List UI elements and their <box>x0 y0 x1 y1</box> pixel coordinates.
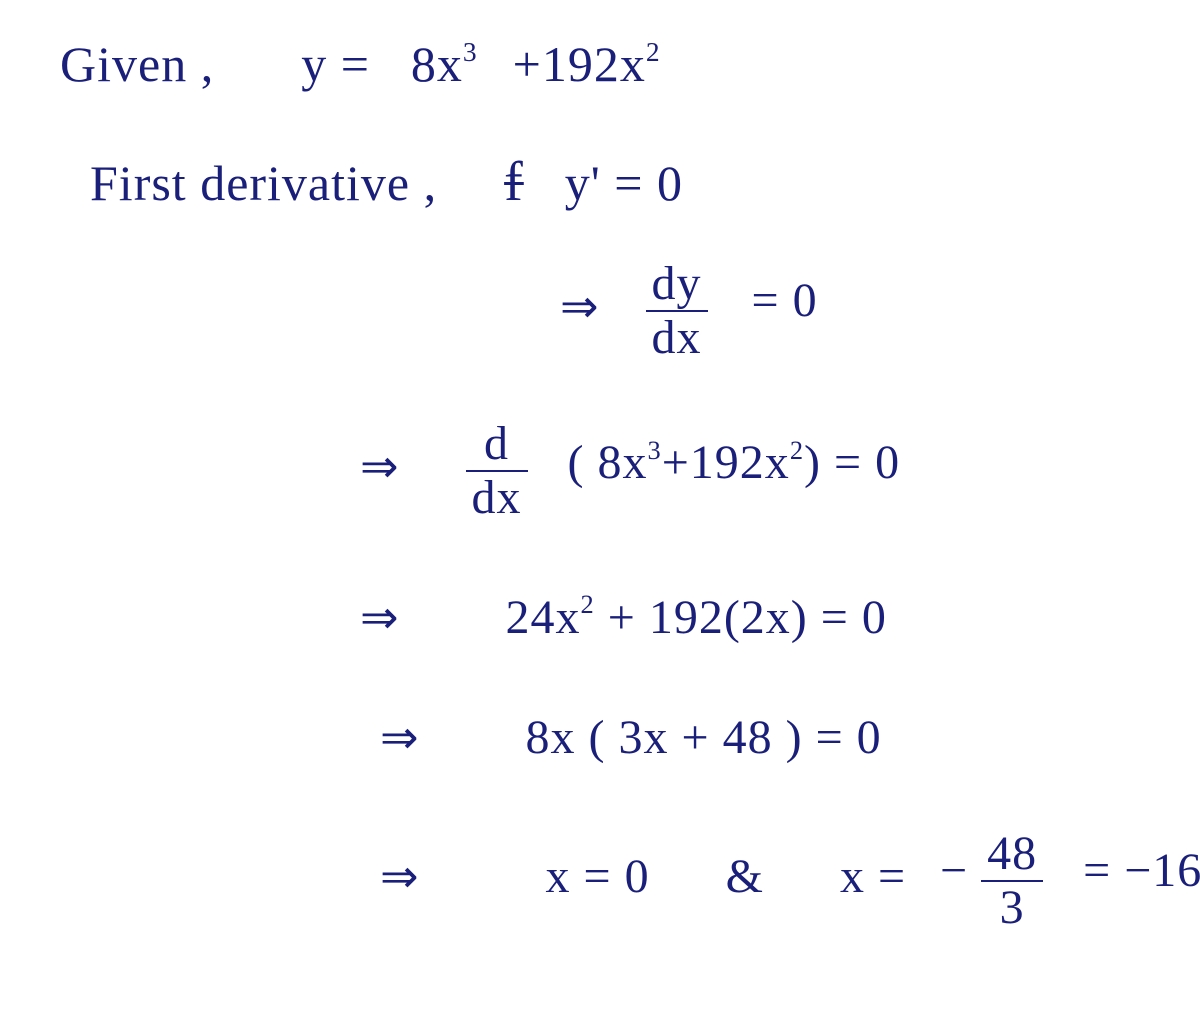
x-eq: x = <box>840 850 906 903</box>
line-dy-dx: ⇒ dy dx = 0 <box>560 260 818 362</box>
mid-192x: +192x <box>662 436 790 489</box>
frac-d-dx: d dx <box>466 420 528 522</box>
words-first-derivative: First derivative , <box>90 155 437 211</box>
line-given: Given , y = 8x3 +192x2 <box>60 35 661 93</box>
arrow: ⇒ <box>360 592 400 643</box>
line-24x2: ⇒ 24x2 + 192(2x) = 0 <box>360 590 887 645</box>
frac-dy-dx: dy dx <box>646 260 708 362</box>
t-rest: + 192(2x) = 0 <box>595 591 887 644</box>
arrow: ⇒ <box>380 851 420 902</box>
handwriting-page: Given , y = 8x3 +192x2 First derivative … <box>0 0 1200 1033</box>
neg-sign: − <box>940 844 968 897</box>
exp3: 3 <box>648 435 662 465</box>
eq-neg16: = −16 <box>1083 844 1200 897</box>
line-solutions: ⇒ x = 0 & x = − 48 3 = −16 <box>380 830 1200 932</box>
line-ddx: ⇒ d dx ( 8x3+192x2) = 0 <box>360 420 900 522</box>
arrow: ⇒ <box>560 281 600 332</box>
term-192x: +192x <box>513 36 646 92</box>
word-given: Given , <box>60 36 214 92</box>
exp2: 2 <box>581 589 595 619</box>
open-8x: ( 8x <box>568 436 648 489</box>
x-eq-0: x = 0 <box>546 850 650 903</box>
term-8x: 8x <box>411 36 463 92</box>
frac-48-3: 48 3 <box>981 830 1043 932</box>
line-8x: ⇒ 8x ( 3x + 48 ) = 0 <box>380 710 882 765</box>
dx: dx <box>646 312 708 362</box>
eq-0: = 0 <box>752 274 818 327</box>
line-first-derivative: First derivative , f y' = 0 <box>90 150 683 214</box>
struck-f: f <box>504 151 524 213</box>
y-equals: y = <box>301 36 370 92</box>
exp-3: 3 <box>463 36 478 67</box>
d: d <box>466 420 528 472</box>
ampersand: & <box>726 850 764 903</box>
t-8x-factor: 8x ( 3x + 48 ) = 0 <box>526 711 882 764</box>
arrow: ⇒ <box>380 712 420 763</box>
arrow: ⇒ <box>360 441 400 492</box>
y-prime-eq-0: y' = 0 <box>565 155 683 211</box>
num-48: 48 <box>981 830 1043 882</box>
exp-2: 2 <box>646 36 661 67</box>
dx: dx <box>466 472 528 522</box>
exp2: 2 <box>790 435 804 465</box>
close-eq0: ) = 0 <box>804 436 900 489</box>
den-3: 3 <box>981 882 1043 932</box>
dy: dy <box>646 260 708 312</box>
t-24x: 24x <box>506 591 581 644</box>
